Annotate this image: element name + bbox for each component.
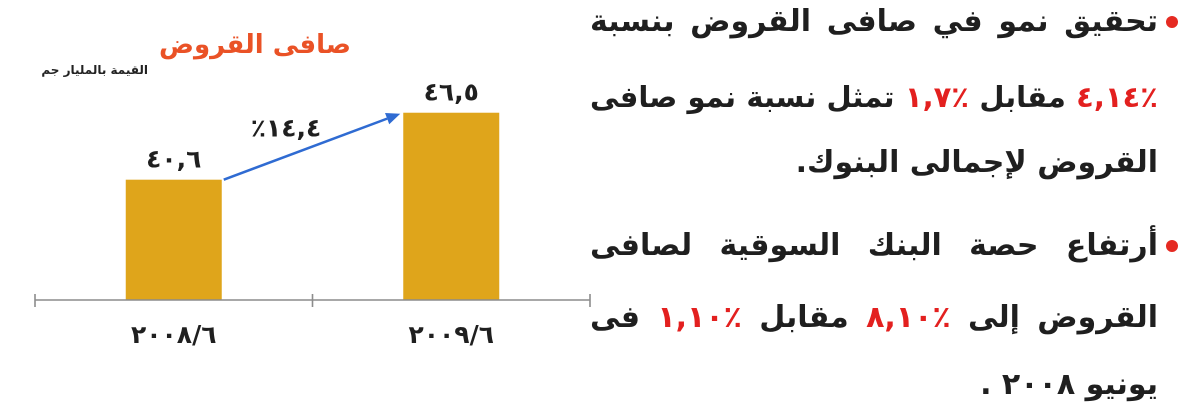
text-segment: مقابل [759,300,849,335]
bullet-text-line: أرتفاع حصة البنك السوقية لصافى [590,224,1158,268]
bullet-text-line: ٤,١٤٪ مقابل ١,٧٪ تمثل نسبة نمو صافى [590,75,1158,119]
category-label: ٢٠٠٩/٦ [409,320,494,349]
bullet-text-line: تحقيق نمو في صافى القروض بنسبة [590,0,1158,44]
bar-value-label: ٤٦,٥ [424,78,479,107]
text-segment: فى [590,300,640,335]
highlighted-percentage: ٨,١٠٪ [866,300,951,335]
text-segment: تحقيق نمو في صافى القروض بنسبة [590,4,1158,39]
text-segment: أرتفاع حصة البنك السوقية لصافى [590,228,1158,263]
bullet-dot [1166,16,1178,28]
net-loans-bar-chart: ٤٠,٦ ٢٠٠٨/٦ ٤٦,٥ ٢٠٠٩/٦ ٪١٤,٤ [34,78,591,349]
bullet-text-line: القروض إلى ٨,١٠٪ مقابل ١,١٠٪ فى [590,296,1158,340]
highlighted-percentage: ٤,١٤٪ [1076,80,1158,114]
text-segment: القروض لإجمالى البنوك. [795,145,1158,180]
bullet-text-line: القروض لإجمالى البنوك. [590,141,1158,185]
bar-value-label: ٤٠,٦ [146,145,201,174]
text-segment: مقابل [979,80,1066,114]
growth-percentage-label: ٪١٤,٤ [251,114,322,143]
bullet-text-line: يونيو ٢٠٠٨ . [590,363,1158,407]
growth-arrow-line [223,117,388,181]
bullet-dot [1166,240,1178,252]
category-label: ٢٠٠٨/٦ [131,320,216,349]
chart-unit-subtitle: القيمة بالمليار جم [41,63,148,77]
highlighted-percentage: ١,٧٪ [904,80,970,114]
text-segment: القروض إلى [968,300,1159,335]
bar [125,179,222,300]
growth-arrow-head [385,113,401,125]
bar [403,112,500,300]
chart-title: صافى القروض [159,30,351,60]
text-segment: تمثل نسبة نمو صافى [590,80,895,114]
text-segment: يونيو ٢٠٠٨ . [980,367,1158,402]
highlighted-percentage: ١,١٠٪ [657,300,742,335]
